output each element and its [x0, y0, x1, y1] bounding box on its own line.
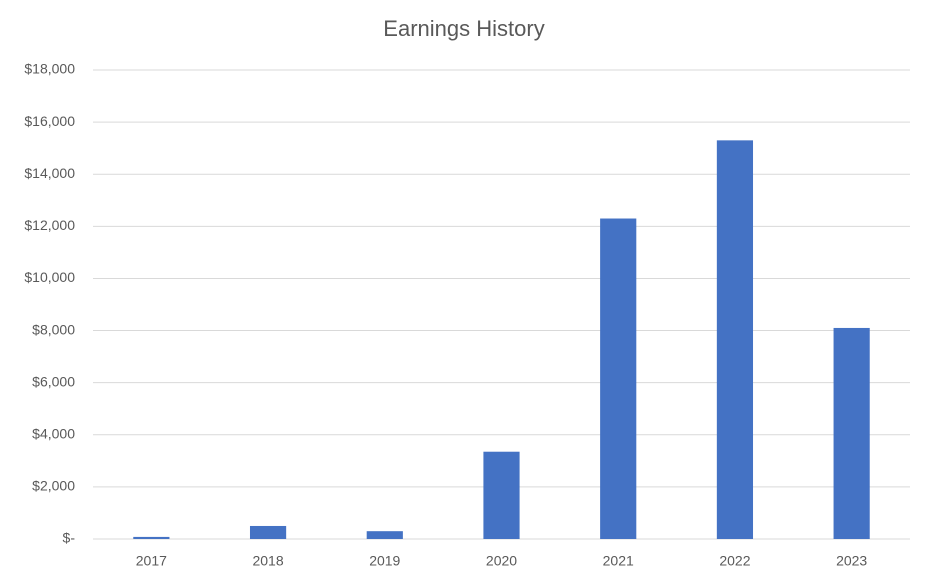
- bar: [833, 327, 870, 539]
- bar: [716, 140, 754, 539]
- bar: [133, 536, 170, 539]
- bar: [483, 451, 520, 539]
- x-tick-label: 2019: [369, 553, 400, 569]
- x-tick-label: 2017: [136, 553, 167, 569]
- x-tick-label: 2021: [603, 553, 634, 569]
- y-tick-label: $8,000: [32, 321, 75, 337]
- y-tick-label: $12,000: [24, 217, 75, 233]
- y-tick-label: $18,000: [24, 61, 75, 77]
- bar: [366, 531, 403, 539]
- y-tick-label: $16,000: [24, 113, 75, 129]
- bar: [600, 218, 637, 539]
- x-tick-label: 2018: [252, 553, 283, 569]
- y-tick-label: $10,000: [24, 269, 75, 285]
- x-tick-label: 2020: [486, 553, 517, 569]
- y-tick-label: $6,000: [32, 373, 75, 389]
- y-tick-label: $2,000: [32, 478, 75, 494]
- x-tick-label: 2022: [719, 553, 750, 569]
- bar: [249, 525, 287, 539]
- y-tick-label: $-: [63, 530, 76, 546]
- chart-title: Earnings History: [383, 16, 544, 41]
- x-tick-label: 2023: [836, 553, 867, 569]
- y-tick-label: $14,000: [24, 165, 75, 181]
- y-tick-label: $4,000: [32, 425, 75, 441]
